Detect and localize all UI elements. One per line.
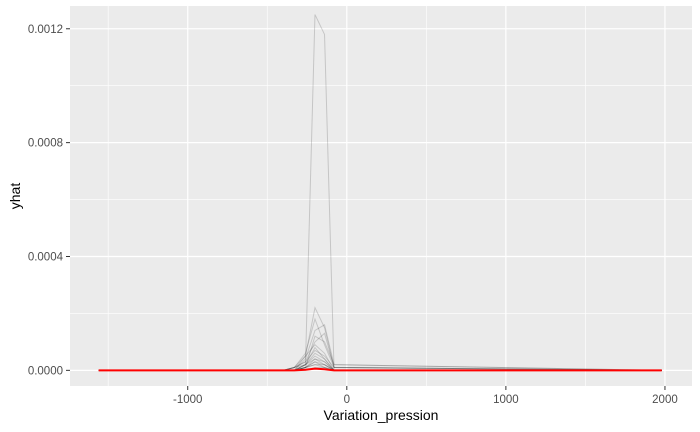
x-axis: -1000 0 1000 2000 <box>173 386 678 406</box>
x-axis-title: Variation_pression <box>324 407 439 423</box>
y-tick-label: 0.0008 <box>28 138 63 150</box>
x-tick-label: 1000 <box>493 394 519 406</box>
plot-panel <box>70 6 692 386</box>
x-tick-label: -1000 <box>173 394 202 406</box>
y-tick-label: 0.0004 <box>28 251 64 263</box>
y-tick-label: 0.0012 <box>28 24 63 36</box>
mean-line-path <box>98 367 662 372</box>
mean-line <box>98 367 662 372</box>
x-tick-label: 2000 <box>652 394 678 406</box>
y-tick-label: 0.0000 <box>28 365 63 377</box>
y-axis: 0.0000 0.0004 0.0008 0.0012 <box>28 24 70 377</box>
y-axis-title: yhat <box>7 183 23 210</box>
grid-minor <box>70 6 692 386</box>
x-tick-label: 0 <box>344 394 350 406</box>
